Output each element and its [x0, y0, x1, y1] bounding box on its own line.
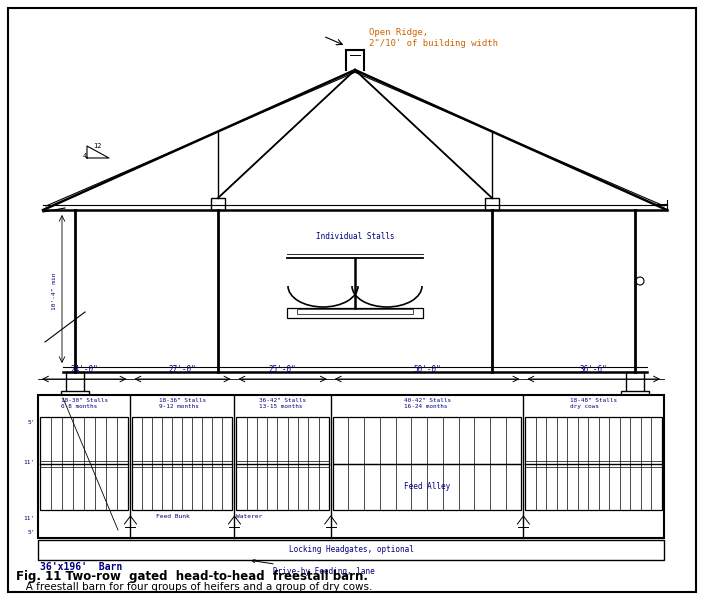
- Bar: [333, 417, 522, 463]
- Text: 18-48" Stalls
dry cows: 18-48" Stalls dry cows: [570, 398, 617, 409]
- Text: 25'-0": 25'-0": [269, 365, 296, 374]
- Text: 50'-0": 50'-0": [413, 365, 441, 374]
- Bar: [485, 198, 499, 210]
- Text: A freestall barn for four groups of heifers and a group of dry cows.: A freestall barn for four groups of heif…: [16, 582, 372, 592]
- Text: Locking Headgates, optional: Locking Headgates, optional: [289, 545, 413, 554]
- Text: Drive-by Feeding, lane: Drive-by Feeding, lane: [252, 560, 375, 576]
- Bar: [297, 309, 413, 314]
- Bar: [38, 540, 664, 560]
- Text: Individual Stalls: Individual Stalls: [315, 232, 394, 241]
- Text: 11': 11': [24, 515, 35, 520]
- Text: 36'-6": 36'-6": [580, 365, 608, 374]
- Text: 10'-4" min: 10'-4" min: [53, 272, 58, 310]
- Text: 4: 4: [83, 153, 87, 159]
- Bar: [621, 391, 649, 398]
- Bar: [61, 391, 89, 398]
- Text: Waterer: Waterer: [237, 514, 263, 519]
- Text: 36'x196'  Barn: 36'x196' Barn: [40, 562, 122, 572]
- Bar: [525, 417, 662, 510]
- Bar: [132, 417, 232, 510]
- Text: 24'-0": 24'-0": [70, 365, 98, 374]
- Text: 18-36" Stalls
9-12 months: 18-36" Stalls 9-12 months: [159, 398, 206, 409]
- Bar: [66, 372, 84, 392]
- Text: Open Ridge,
2"/10' of building width: Open Ridge, 2"/10' of building width: [369, 28, 498, 49]
- Text: 11': 11': [24, 461, 35, 466]
- Bar: [626, 372, 644, 392]
- Bar: [237, 417, 329, 510]
- Text: 12: 12: [93, 143, 101, 149]
- Text: 5': 5': [27, 421, 35, 425]
- Bar: [38, 395, 664, 538]
- Text: 18-30" Stalls
6-8 months: 18-30" Stalls 6-8 months: [61, 398, 108, 409]
- Bar: [287, 308, 423, 318]
- Text: 36-42" Stalls
13-15 months: 36-42" Stalls 13-15 months: [259, 398, 306, 409]
- Text: 27'-0": 27'-0": [168, 365, 196, 374]
- Bar: [333, 463, 522, 510]
- Text: Feed Alley: Feed Alley: [404, 482, 451, 491]
- Bar: [211, 198, 225, 210]
- Text: Feed Bunk: Feed Bunk: [156, 514, 189, 519]
- Bar: [40, 417, 128, 510]
- Text: Fig. 11 Two-row  gated  head-to-head  freestall barn.: Fig. 11 Two-row gated head-to-head frees…: [16, 570, 368, 583]
- Text: 40-42" Stalls
16-24 months: 40-42" Stalls 16-24 months: [403, 398, 451, 409]
- Text: 5': 5': [27, 529, 35, 535]
